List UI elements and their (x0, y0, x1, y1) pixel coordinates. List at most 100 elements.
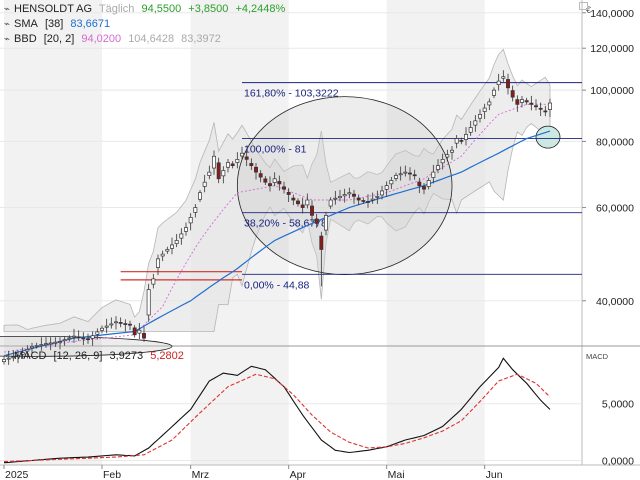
candle[interactable] (272, 178, 277, 183)
candle[interactable] (454, 138, 459, 144)
candle[interactable] (207, 171, 212, 176)
candle[interactable] (548, 102, 552, 110)
candle[interactable] (296, 200, 300, 205)
candle[interactable] (356, 197, 361, 201)
candle[interactable] (216, 162, 221, 180)
candle[interactable] (104, 325, 109, 328)
candle[interactable] (389, 180, 394, 185)
candle[interactable] (412, 174, 417, 177)
candle[interactable] (440, 158, 445, 164)
candle[interactable] (2, 359, 6, 363)
candle[interactable] (459, 140, 464, 142)
candle[interactable] (6, 357, 11, 360)
candle[interactable] (179, 233, 184, 239)
candle[interactable] (58, 341, 62, 343)
candle[interactable] (384, 185, 389, 190)
candle[interactable] (34, 345, 39, 347)
candle[interactable] (417, 181, 422, 187)
candle[interactable] (226, 162, 230, 168)
candle[interactable] (482, 107, 487, 112)
candle[interactable] (431, 171, 436, 178)
candle[interactable] (81, 337, 86, 340)
candle[interactable] (538, 107, 543, 110)
candle[interactable] (109, 323, 114, 326)
candle[interactable] (450, 149, 454, 153)
candle[interactable] (361, 200, 366, 202)
candle[interactable] (170, 244, 174, 249)
candle[interactable] (328, 199, 333, 207)
candle[interactable] (300, 204, 305, 208)
candle[interactable] (95, 331, 100, 335)
candle[interactable] (30, 346, 34, 349)
candle[interactable] (100, 327, 104, 331)
candle[interactable] (221, 170, 226, 177)
candle[interactable] (48, 342, 53, 345)
candle[interactable] (67, 337, 72, 340)
candle[interactable] (235, 158, 240, 163)
candle[interactable] (184, 227, 188, 232)
candle[interactable] (146, 289, 151, 316)
candle[interactable] (114, 321, 118, 324)
candle[interactable] (506, 79, 510, 89)
candle[interactable] (492, 89, 496, 96)
candle[interactable] (375, 195, 380, 198)
candle[interactable] (20, 352, 25, 355)
base-pattern-ellipse[interactable] (0, 336, 173, 357)
candle[interactable] (263, 178, 268, 183)
candle[interactable] (468, 127, 473, 133)
candle[interactable] (254, 166, 258, 173)
candle[interactable] (156, 258, 160, 268)
candle[interactable] (151, 278, 156, 285)
candle[interactable] (188, 216, 193, 224)
candle[interactable] (128, 323, 132, 326)
candle[interactable] (496, 80, 501, 86)
candle[interactable] (422, 186, 426, 190)
candle[interactable] (366, 201, 370, 203)
candle[interactable] (202, 181, 207, 187)
candle[interactable] (137, 329, 142, 334)
candle[interactable] (310, 205, 314, 216)
candle[interactable] (230, 163, 235, 166)
candle[interactable] (282, 186, 286, 190)
candle[interactable] (445, 154, 450, 158)
candle[interactable] (291, 197, 296, 201)
candle[interactable] (501, 76, 506, 79)
candle[interactable] (426, 180, 431, 187)
candle[interactable] (333, 197, 338, 200)
candle[interactable] (473, 120, 478, 126)
candle[interactable] (198, 192, 202, 200)
candle[interactable] (408, 172, 412, 175)
candle[interactable] (142, 332, 146, 339)
candle[interactable] (534, 105, 538, 108)
candle[interactable] (319, 235, 324, 250)
candle[interactable] (39, 344, 44, 346)
candle[interactable] (86, 338, 90, 340)
target-circle[interactable] (535, 125, 561, 149)
candle[interactable] (258, 173, 263, 178)
candle[interactable] (249, 163, 254, 166)
candle[interactable] (510, 90, 515, 98)
candle[interactable] (436, 165, 440, 170)
candle[interactable] (16, 355, 20, 358)
candle[interactable] (464, 134, 468, 140)
candle[interactable] (174, 240, 179, 244)
candle[interactable] (314, 218, 319, 224)
candle[interactable] (478, 113, 482, 119)
candle[interactable] (244, 156, 249, 160)
candle[interactable] (380, 190, 384, 196)
candle[interactable] (529, 102, 534, 105)
candle[interactable] (487, 101, 492, 106)
candle[interactable] (132, 327, 137, 336)
candle[interactable] (520, 99, 524, 103)
candle[interactable] (123, 323, 128, 325)
candle[interactable] (193, 207, 198, 213)
candle[interactable] (342, 194, 347, 197)
candle[interactable] (515, 99, 520, 105)
candle[interactable] (118, 322, 123, 324)
candle[interactable] (347, 192, 352, 195)
candle[interactable] (240, 152, 244, 157)
candle[interactable] (72, 335, 76, 338)
macd-panel[interactable] (0, 357, 582, 464)
candle[interactable] (524, 100, 529, 103)
